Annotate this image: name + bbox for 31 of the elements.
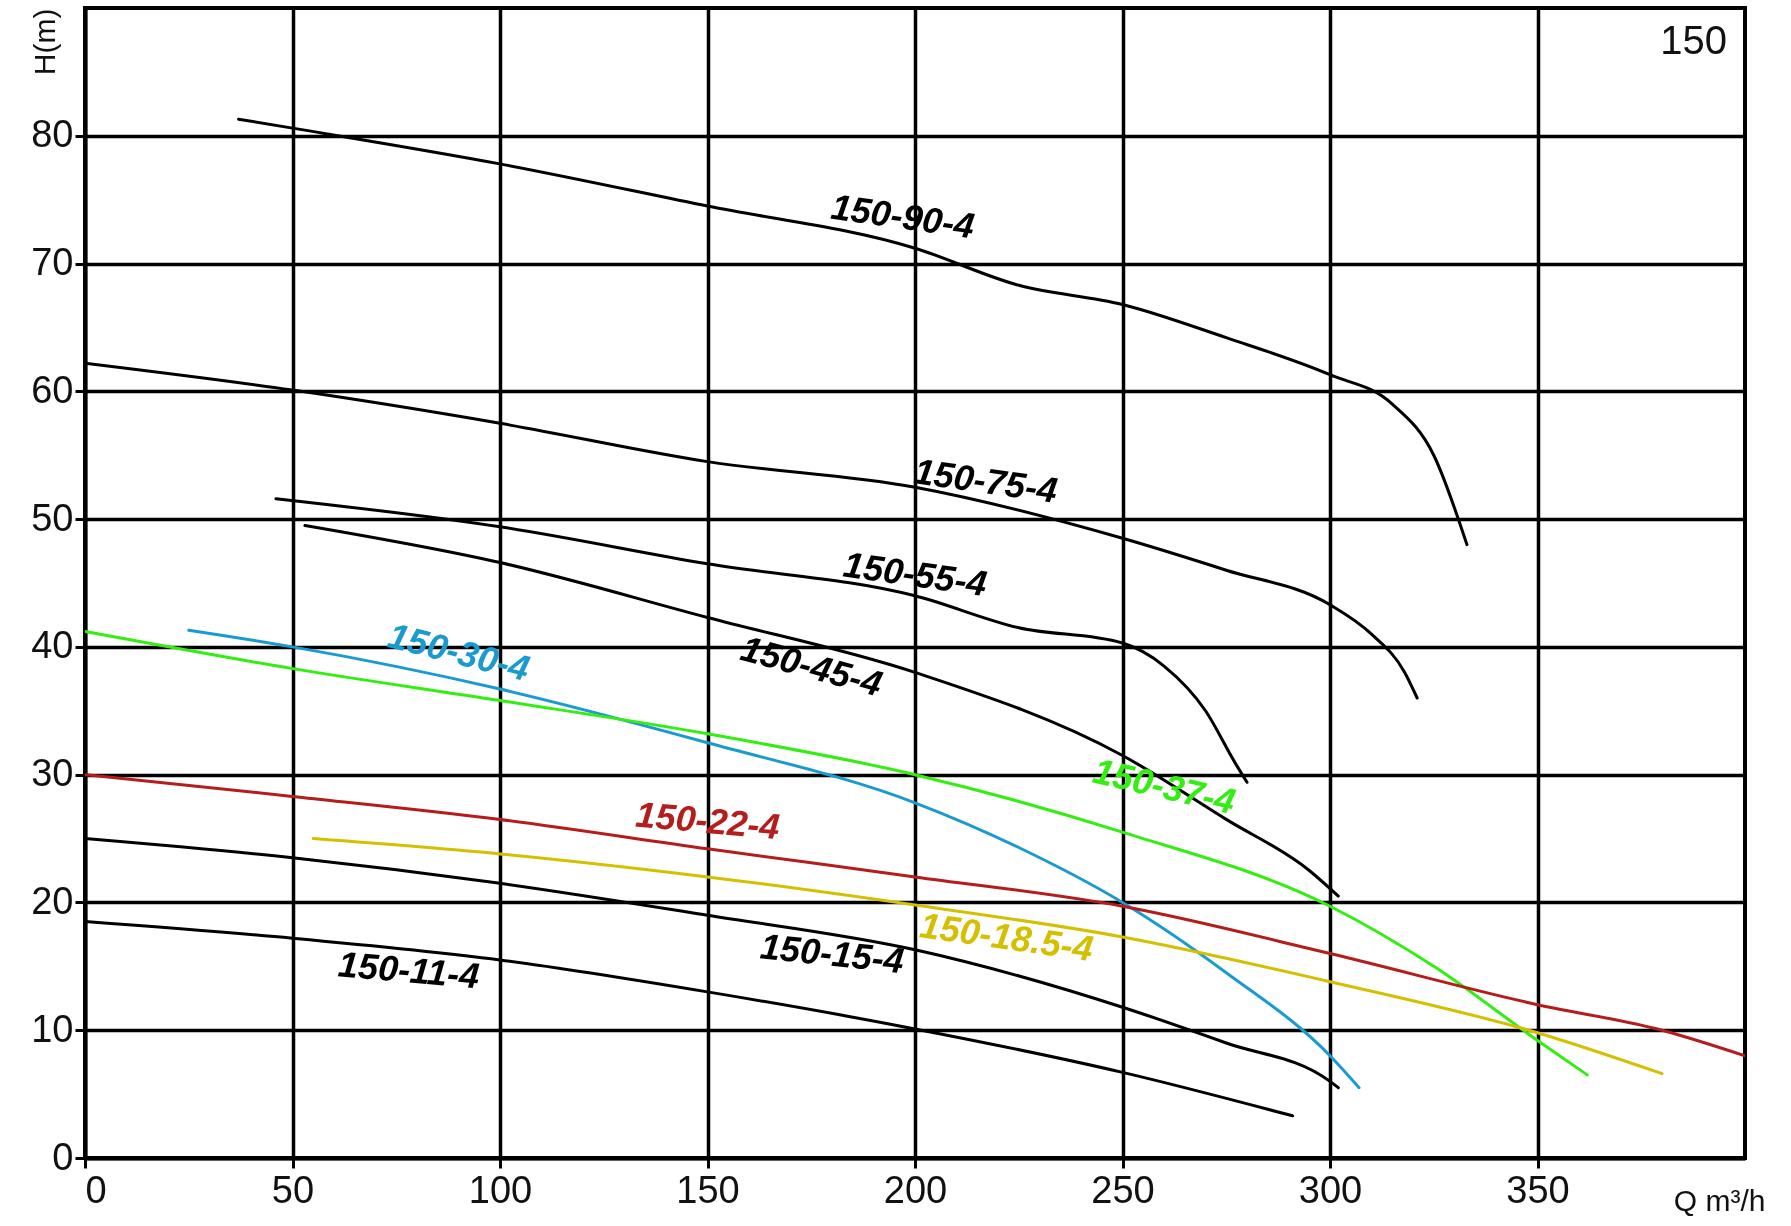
y-tick-label: 20 (31, 879, 74, 922)
y-tick-label: 60 (31, 368, 74, 411)
y-tick-label: 80 (31, 113, 74, 156)
text: 150-37-4 (1089, 749, 1240, 823)
series-label: 150-11-4 (336, 943, 482, 997)
text: 150-55-4 (841, 543, 990, 605)
x-tick-label: 0 (85, 1168, 107, 1211)
x-tick-label: 300 (1298, 1168, 1363, 1211)
x-tick-label: 200 (883, 1168, 948, 1211)
y-tick-label: 30 (31, 752, 74, 795)
text: 150-90-4 (828, 185, 977, 247)
line-series (311, 837, 1664, 1076)
annotation: 150 (1660, 18, 1727, 62)
text: 150-45-4 (736, 627, 887, 705)
x-tick-label: 50 (271, 1168, 315, 1211)
text: 150-75-4 (911, 450, 1060, 511)
x-tick-label: 250 (1091, 1168, 1155, 1211)
y-tick-label: 70 (31, 241, 74, 284)
series-label: 150-22-4 (634, 793, 782, 848)
y-axis-title: H(m) (27, 8, 61, 76)
y-tick-label: 50 (31, 496, 74, 539)
text: 150-30-4 (383, 614, 534, 690)
text: 150-18.5-4 (917, 904, 1096, 970)
x-axis-title: Q m³/h (1673, 1183, 1766, 1217)
text: 150-15-4 (758, 925, 906, 982)
y-tick-label: 40 (31, 624, 74, 667)
y-tick-label: 0 (52, 1135, 74, 1178)
x-tick-label: 150 (676, 1168, 740, 1211)
y-tick-label: 10 (31, 1007, 74, 1050)
x-tick-label: 100 (468, 1168, 533, 1211)
x-tick-label: 350 (1506, 1168, 1570, 1211)
